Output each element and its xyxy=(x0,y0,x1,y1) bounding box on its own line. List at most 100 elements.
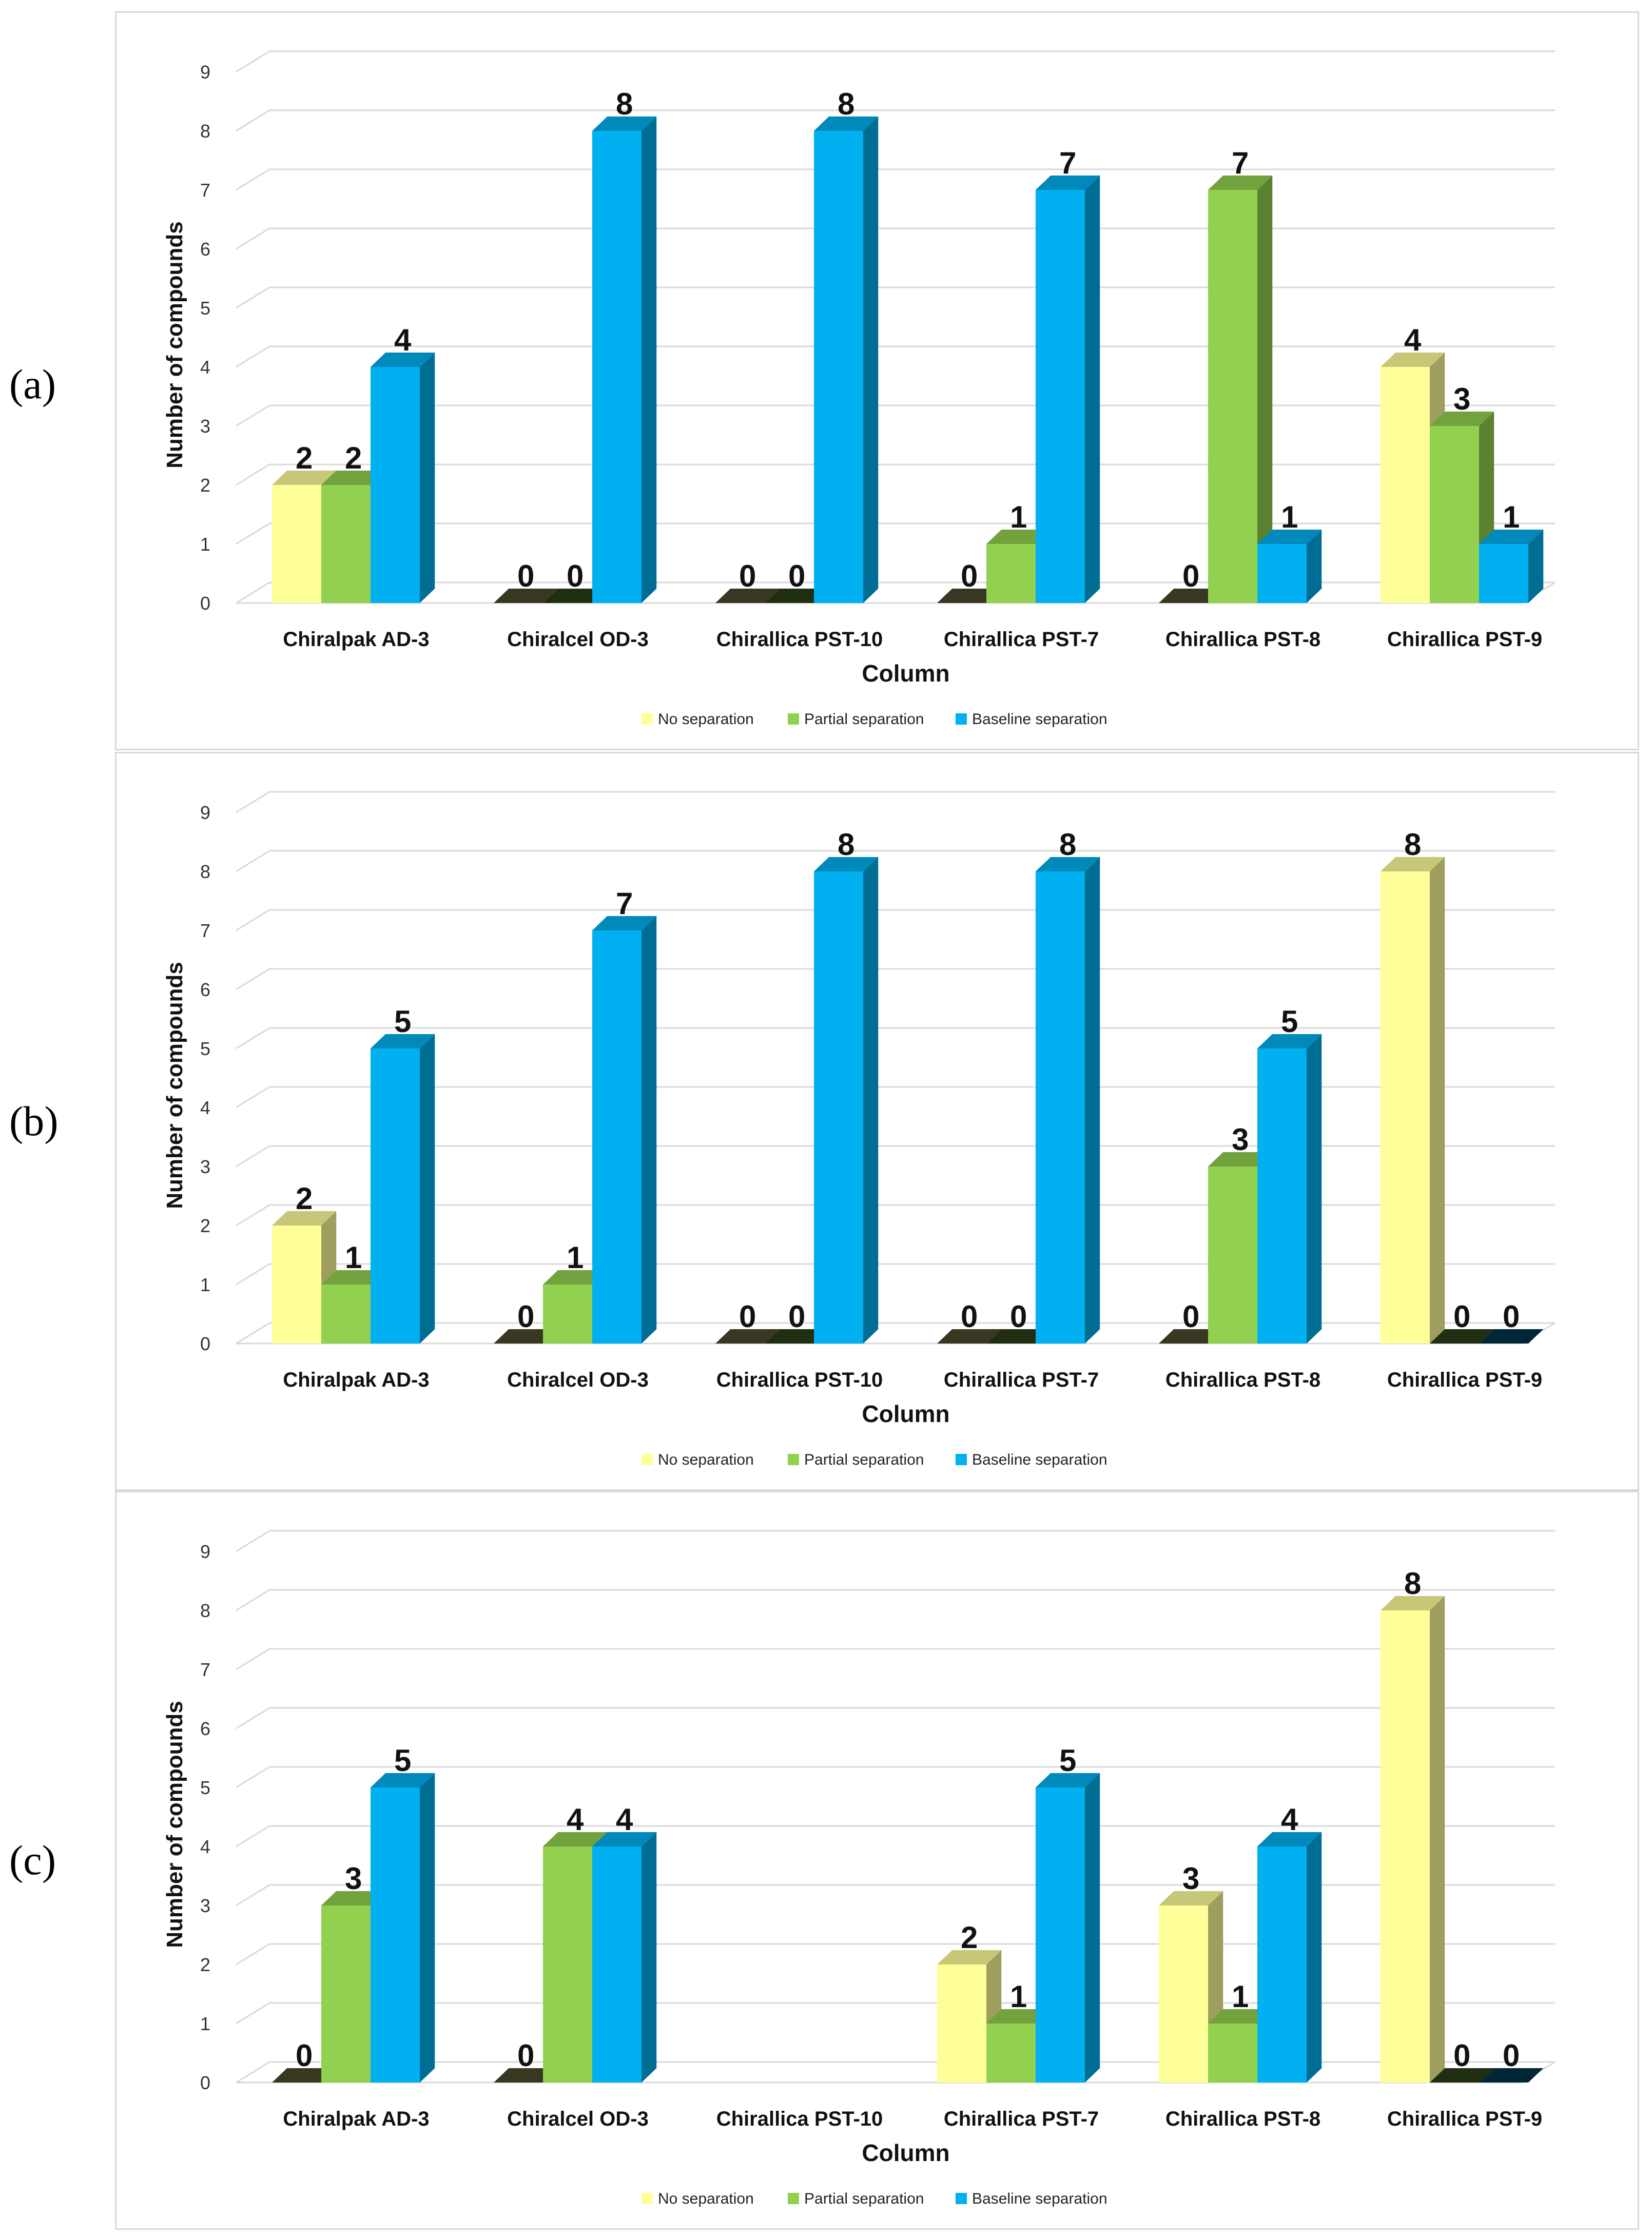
bar-baseline-separation-chirallica-pst-10 xyxy=(814,857,879,1344)
gridline-side-0 xyxy=(236,581,270,604)
bar-top-face xyxy=(1430,412,1494,426)
bar-front-face xyxy=(814,871,863,1344)
data-label: 4 xyxy=(1281,1802,1298,1837)
bar-front-face xyxy=(1036,1787,1085,2083)
bar-baseline-separation-chirallica-pst-8 xyxy=(1257,1832,1322,2083)
legend-swatch-baseline-separation xyxy=(956,2193,967,2204)
legend-swatch-no-separation xyxy=(642,1454,653,1465)
bar-top-face xyxy=(814,116,879,131)
category-label-chirallica-pst-8: Chirallica PST-8 xyxy=(1165,1369,1320,1391)
bar-top-face xyxy=(814,857,879,871)
bar-top-face xyxy=(1208,176,1273,190)
gridline-side-5 xyxy=(236,1766,270,1788)
bar-front-face xyxy=(371,367,420,603)
gridline-side-3 xyxy=(236,1884,270,1907)
y-tick-label: 1 xyxy=(200,1274,210,1295)
data-label: 5 xyxy=(394,1743,411,1778)
data-label: 1 xyxy=(1281,500,1298,534)
bar-side-face xyxy=(1307,530,1322,603)
category-label-chirallica-pst-10: Chirallica PST-10 xyxy=(716,1369,883,1391)
bar-partial-separation-chirallica-pst-7 xyxy=(986,1329,1051,1344)
bar-front-face xyxy=(1036,871,1085,1344)
legend-label-no-separation: No separation xyxy=(658,1451,754,1468)
data-label: 1 xyxy=(1010,1979,1027,2014)
category-label-chiralcel-od-3: Chiralcel OD-3 xyxy=(507,628,649,651)
bar-baseline-separation-chiralpak-ad-3 xyxy=(371,1773,435,2083)
y-tick-label: 4 xyxy=(200,1836,210,1857)
bar-baseline-separation-chirallica-pst-8 xyxy=(1257,1034,1322,1344)
bar-no-separation-chiralpak-ad-3 xyxy=(272,2068,337,2083)
bar-no-separation-chirallica-pst-10 xyxy=(715,589,780,603)
data-label: 1 xyxy=(567,1240,584,1275)
data-label: 0 xyxy=(788,1299,805,1334)
bar-top-face xyxy=(1479,2068,1544,2083)
y-tick-label: 5 xyxy=(200,298,210,319)
bar-top-face xyxy=(494,589,558,603)
data-label: 0 xyxy=(961,1299,978,1334)
data-label: 1 xyxy=(1232,1979,1249,2014)
bar-top-face xyxy=(1257,1034,1322,1048)
bar-front-face xyxy=(1159,1905,1208,2083)
bar-top-face xyxy=(371,1034,435,1048)
bar-side-face xyxy=(1085,857,1100,1344)
bar-top-face xyxy=(1159,1329,1223,1344)
y-tick-label: 8 xyxy=(200,121,210,142)
data-label: 0 xyxy=(788,559,805,593)
bar-front-face xyxy=(272,1226,321,1344)
data-label: 0 xyxy=(517,1299,534,1334)
gridline-side-6 xyxy=(236,227,270,250)
gridline-side-5 xyxy=(236,1027,270,1049)
bar-baseline-separation-chirallica-pst-9 xyxy=(1479,2068,1544,2083)
data-label: 5 xyxy=(1059,1743,1076,1778)
data-label: 5 xyxy=(1281,1004,1298,1039)
data-label: 5 xyxy=(394,1004,411,1039)
bar-baseline-separation-chiralcel-od-3 xyxy=(592,916,657,1344)
bar-side-face xyxy=(420,353,435,603)
bar-front-face xyxy=(1479,544,1528,603)
bar-top-face xyxy=(1479,1329,1544,1344)
bar-no-separation-chirallica-pst-10 xyxy=(715,1329,780,1344)
bar-side-face xyxy=(1085,176,1100,603)
y-tick-label: 4 xyxy=(200,1097,210,1118)
bar-front-face xyxy=(986,2024,1036,2083)
category-label-chirallica-pst-8: Chirallica PST-8 xyxy=(1165,2108,1320,2130)
data-label: 1 xyxy=(1503,500,1520,534)
gridline-side-4 xyxy=(236,1825,270,1847)
bar-top-face xyxy=(765,589,829,603)
data-label: 7 xyxy=(616,886,633,921)
bar-top-face xyxy=(272,1211,337,1226)
bar-no-separation-chiralcel-od-3 xyxy=(494,1329,558,1344)
bar-side-face xyxy=(863,116,879,603)
y-tick-label: 5 xyxy=(200,1038,210,1059)
bar-top-face xyxy=(1381,1596,1445,1610)
gridline-side-2 xyxy=(236,463,270,486)
legend-label-no-separation: No separation xyxy=(658,2190,754,2207)
y-tick-label: 5 xyxy=(200,1777,210,1798)
data-label: 0 xyxy=(1182,1299,1199,1334)
data-label: 1 xyxy=(1010,500,1027,534)
bar-top-face xyxy=(986,2009,1051,2024)
data-label: 1 xyxy=(345,1240,362,1275)
bar-front-face xyxy=(1381,871,1430,1344)
data-label: 4 xyxy=(616,1802,633,1837)
data-label: 0 xyxy=(1010,1299,1027,1334)
bar-side-face xyxy=(1085,1773,1100,2083)
category-label-chiralpak-ad-3: Chiralpak AD-3 xyxy=(283,2108,429,2130)
bar-side-face xyxy=(420,1773,435,2083)
bar-baseline-separation-chiralcel-od-3 xyxy=(592,1832,657,2083)
y-tick-label: 2 xyxy=(200,1954,210,1975)
legend-swatch-partial-separation xyxy=(788,1454,799,1465)
category-label-chiralpak-ad-3: Chiralpak AD-3 xyxy=(283,1369,429,1391)
data-label: 8 xyxy=(838,827,854,862)
bar-top-face xyxy=(715,589,780,603)
bar-front-face xyxy=(1257,1846,1307,2083)
bar-no-separation-chirallica-pst-9 xyxy=(1381,857,1445,1344)
bar-front-face xyxy=(543,1846,592,2083)
data-label: 8 xyxy=(1404,827,1421,862)
bar-baseline-separation-chirallica-pst-7 xyxy=(1036,1773,1100,2083)
y-tick-label: 7 xyxy=(200,180,210,201)
legend-label-baseline-separation: Baseline separation xyxy=(972,2190,1107,2207)
y-axis-title: Number of compounds xyxy=(162,962,187,1209)
